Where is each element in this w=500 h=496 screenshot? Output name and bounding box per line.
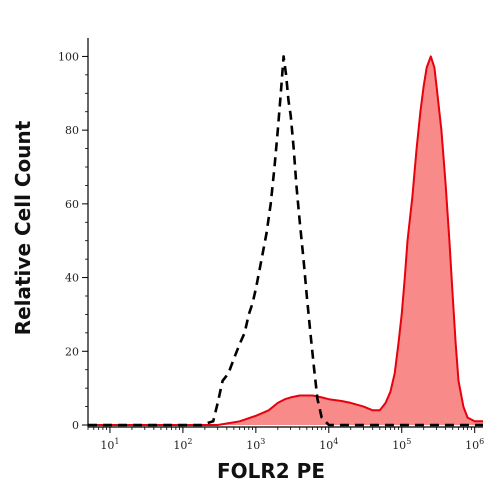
plot-area <box>88 55 483 427</box>
x-tick-label: 101 <box>100 437 119 452</box>
x-tick-label: 104 <box>319 437 338 452</box>
y-tick-label: 80 <box>65 124 79 137</box>
y-tick-label: 100 <box>58 50 79 63</box>
y-axis-title: Relative Cell Count <box>11 120 35 335</box>
x-tick-label: 103 <box>246 437 265 452</box>
y-tick-label: 0 <box>72 419 79 432</box>
axes: 0 20 40 60 80 100 101 102 103 104 105 106 <box>58 38 484 452</box>
series-0-line <box>88 55 483 427</box>
x-tick-label: 105 <box>392 437 411 452</box>
x-axis-title: FOLR2 PE <box>217 459 325 483</box>
y-tick-label: 20 <box>65 345 79 358</box>
x-tick-label: 106 <box>465 437 484 452</box>
series-1-area <box>88 56 483 426</box>
x-tick-label: 102 <box>173 437 192 452</box>
series-1-line <box>88 55 483 426</box>
y-tick-label: 40 <box>65 272 79 285</box>
y-tick-label: 60 <box>65 198 79 211</box>
